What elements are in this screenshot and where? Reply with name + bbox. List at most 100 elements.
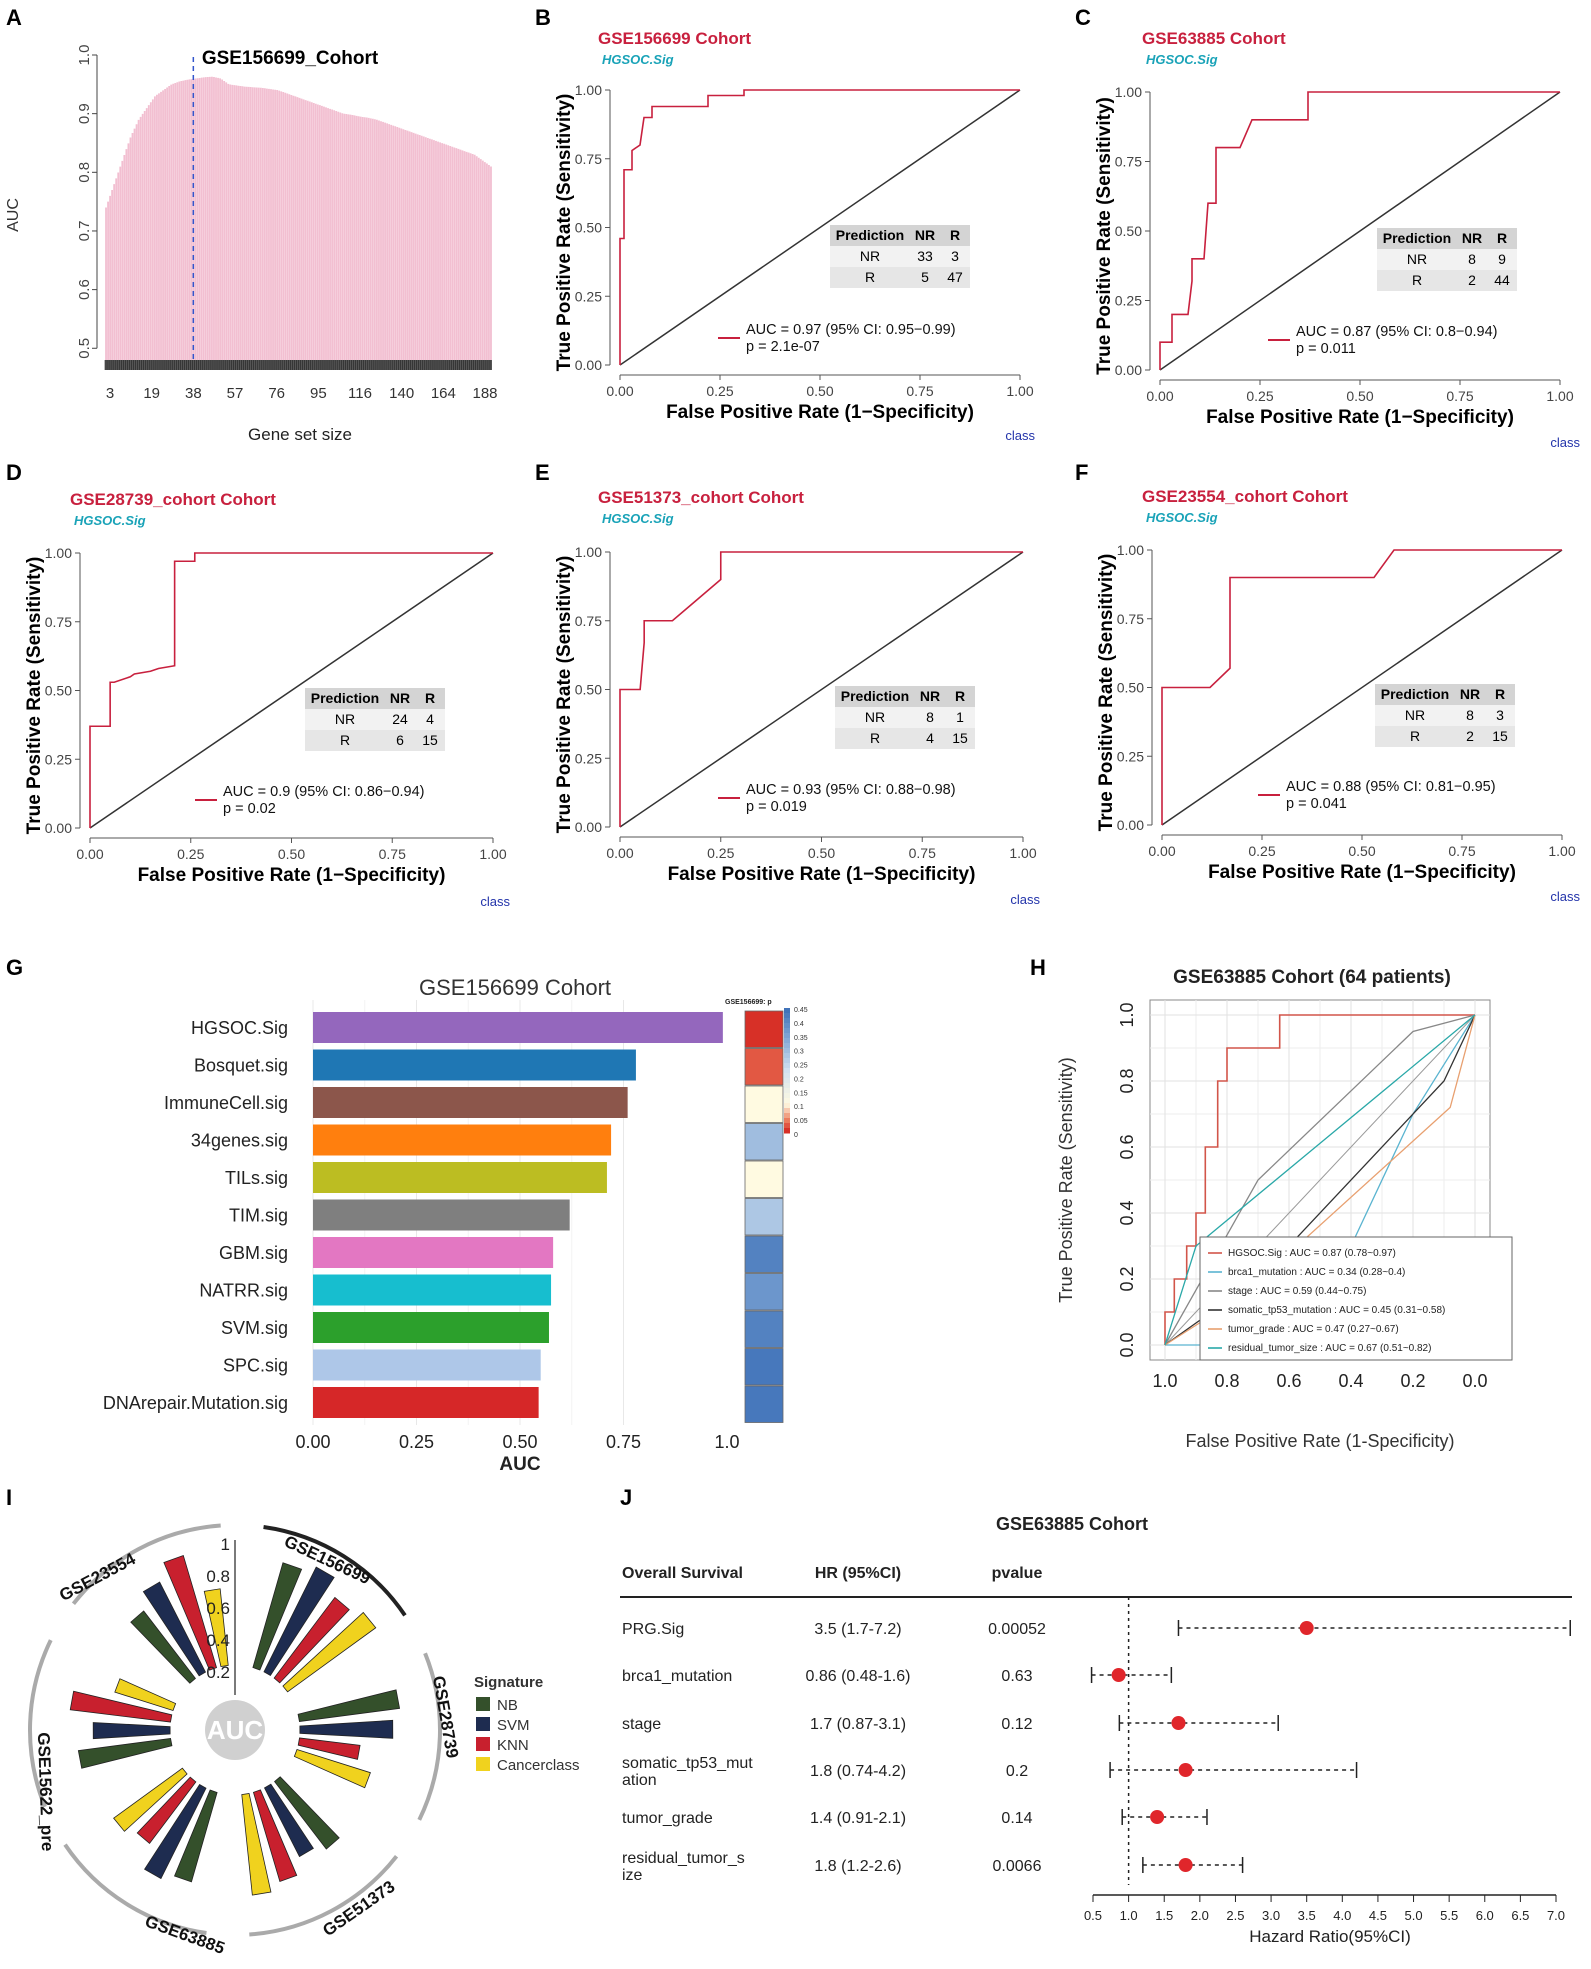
panel-h-ylabel: True Positive Rate (Sensitivity) (1056, 1057, 1076, 1302)
panel-j-xtick-label: 3.0 (1262, 1908, 1280, 1923)
roc-table-header-cell (1455, 684, 1485, 705)
panel-j-header-label: Overall Survival (622, 1565, 743, 1582)
panel-h-roc-curve (1164, 1014, 1475, 1345)
panel-j-hr-point (1171, 1716, 1186, 1730)
roc-table-header-cell (415, 688, 445, 709)
roc-xtick-label: 0.00 (1146, 388, 1173, 404)
panel-g-bar (313, 1087, 628, 1118)
roc-table-header-cell (835, 686, 915, 707)
panel-a-ytick-label: 0.5 (76, 338, 93, 359)
panel-i-bar (273, 1596, 350, 1684)
panel-j-row-label: residual_tumor_s (622, 1850, 745, 1867)
panel-i-bar (144, 1783, 207, 1880)
panel-b-chart: GSE156699 Cohort HGSOC.Sig 0.00 0.25 0.50 0.7… (554, 29, 1035, 443)
panel-label-a: A (6, 5, 22, 30)
roc-table-header: NR (1462, 230, 1482, 246)
panel-d-chart: GSE28739_cohort Cohort HGSOC.Sig 0.00 0.25 0… (24, 490, 510, 909)
panel-i-group-label: GSE51373 (319, 1877, 398, 1940)
panel-j-row-label: PRG.Sig (622, 1621, 684, 1638)
roc-table-cell: NR (1407, 251, 1427, 267)
roc-xtick-label: 1.00 (1009, 845, 1036, 861)
panel-g-category-label: TILs.sig (225, 1168, 288, 1188)
roc-table-cell-bg (1375, 705, 1455, 726)
panel-a-xtick-label: 57 (227, 385, 244, 402)
panel-g-colorbar-segment (784, 1048, 790, 1054)
roc-subtitle: HGSOC.Sig (74, 513, 146, 528)
roc-xtick-label: 0.00 (606, 845, 633, 861)
panel-g-category-label: GBM.sig (219, 1243, 288, 1263)
panel-j-xtick-label: 6.5 (1511, 1908, 1529, 1923)
roc-table-header-cell (830, 225, 910, 246)
roc-table-header: R (425, 690, 435, 706)
panel-j-row-label: tumor_grade (622, 1810, 713, 1827)
panel-i-group-label: GSE23554 (56, 1549, 139, 1605)
roc-p-text: p = 2.1e-07 (746, 339, 820, 355)
panel-a-ylabel: AUC (5, 198, 22, 232)
roc-diagonal (1159, 91, 1561, 371)
roc-table-cell: 15 (422, 732, 438, 748)
panel-i-bar (252, 1562, 303, 1671)
panel-j-xtick-label: 0.5 (1084, 1908, 1102, 1923)
roc-auc-text: AUC = 0.87 (95% CI: 0.8−0.94) (1296, 324, 1498, 340)
panel-i-group-arc (63, 1843, 207, 1935)
panel-a-ytick-label: 0.6 (76, 279, 93, 300)
roc-title: GSE156699 Cohort (598, 29, 751, 48)
panel-g-category-label: TIM.sig (229, 1206, 288, 1226)
roc-table-header: NR (920, 688, 940, 704)
roc-subtitle: HGSOC.Sig (1146, 52, 1218, 67)
panel-i-bar (241, 1793, 272, 1896)
roc-table-cell: NR (1405, 707, 1425, 723)
panel-j-hr-point (1178, 1763, 1193, 1777)
roc-table-cell: 2 (1466, 728, 1474, 744)
roc-table-header: R (950, 227, 960, 243)
panel-i-legend-swatch (476, 1697, 490, 1711)
panel-g-title: GSE156699 Cohort (419, 975, 611, 1000)
roc-table-header: Prediction (836, 227, 904, 243)
panel-g-category-label: HGSOC.Sig (191, 1018, 288, 1038)
panel-g-bar (313, 1349, 541, 1381)
roc-table-cell: R (865, 269, 875, 285)
panel-j-chart: GSE63885 Cohort Overall Survival HR (95%CI… (620, 1514, 1572, 1946)
roc-table-cell: 15 (952, 730, 968, 746)
roc-table-header: NR (915, 227, 935, 243)
panel-j-xtick-label: 2.0 (1191, 1908, 1209, 1923)
roc-xlabel: False Positive Rate (1−Specificity) (138, 865, 446, 886)
panel-g-category-label: DNArepair.Mutation.sig (103, 1393, 288, 1413)
roc-auc-text: AUC = 0.93 (95% CI: 0.88−0.98) (746, 782, 956, 798)
roc-table-header-cell (1375, 684, 1455, 705)
roc-xtick-label: 0.75 (906, 383, 933, 399)
panel-j-xtick-label: 1.0 (1120, 1908, 1138, 1923)
roc-table-header: Prediction (1381, 686, 1449, 702)
roc-xtick-label: 0.25 (706, 383, 733, 399)
roc-table-cell: 4 (426, 711, 434, 727)
panel-h-ytick-label: 0.2 (1117, 1266, 1137, 1291)
roc-table-cell-bg (940, 267, 970, 288)
panel-i-group-arc (249, 1854, 399, 1937)
panel-g-heat-cell (744, 1235, 784, 1273)
roc-table-header: Prediction (841, 688, 909, 704)
panel-g-colorbar-segment (784, 1123, 790, 1129)
panel-j-hr-point (1111, 1668, 1126, 1682)
roc-table-cell-bg (1377, 270, 1457, 291)
roc-table-cell: 15 (1492, 728, 1508, 744)
panel-i-center-label: AUC (207, 1715, 264, 1745)
panel-g-heat-cell (744, 1010, 784, 1048)
panel-h-ytick-label: 0.0 (1117, 1332, 1137, 1357)
roc-subtitle: HGSOC.Sig (602, 511, 674, 526)
panel-g-bar (313, 1012, 723, 1043)
panel-a-ytick-label: 0.8 (76, 162, 93, 183)
panel-g-bar (313, 1162, 607, 1193)
roc-table-header-cell (305, 688, 385, 709)
roc-table-cell: 2 (1468, 272, 1476, 288)
panel-j-xlabel: Hazard Ratio(95%CI) (1249, 1927, 1411, 1946)
panel-j-xtick-label: 5.5 (1440, 1908, 1458, 1923)
roc-table-cell-bg (1487, 249, 1517, 270)
panel-g-xtick-label: 0.75 (606, 1432, 641, 1452)
panel-g-colorbar-segment (784, 1118, 790, 1124)
panel-a-xtick-label: 38 (185, 385, 202, 402)
roc-curve (1159, 91, 1560, 370)
panel-h-title: GSE63885 Cohort (64 patients) (1173, 967, 1451, 988)
panel-j-xtick-label: 2.5 (1226, 1908, 1244, 1923)
panel-h-xtick-label: 0.0 (1462, 1371, 1487, 1391)
panel-g-category-label: SPC.sig (223, 1356, 288, 1376)
